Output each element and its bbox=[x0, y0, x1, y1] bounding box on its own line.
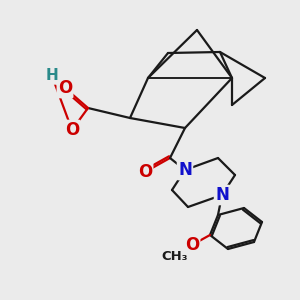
Text: N: N bbox=[178, 161, 192, 179]
Text: O: O bbox=[185, 236, 199, 254]
Text: N: N bbox=[215, 186, 229, 204]
Text: O: O bbox=[58, 79, 72, 97]
Text: O: O bbox=[138, 163, 152, 181]
Text: O: O bbox=[65, 121, 79, 139]
Text: CH₃: CH₃ bbox=[162, 250, 188, 263]
Text: H: H bbox=[46, 68, 59, 83]
